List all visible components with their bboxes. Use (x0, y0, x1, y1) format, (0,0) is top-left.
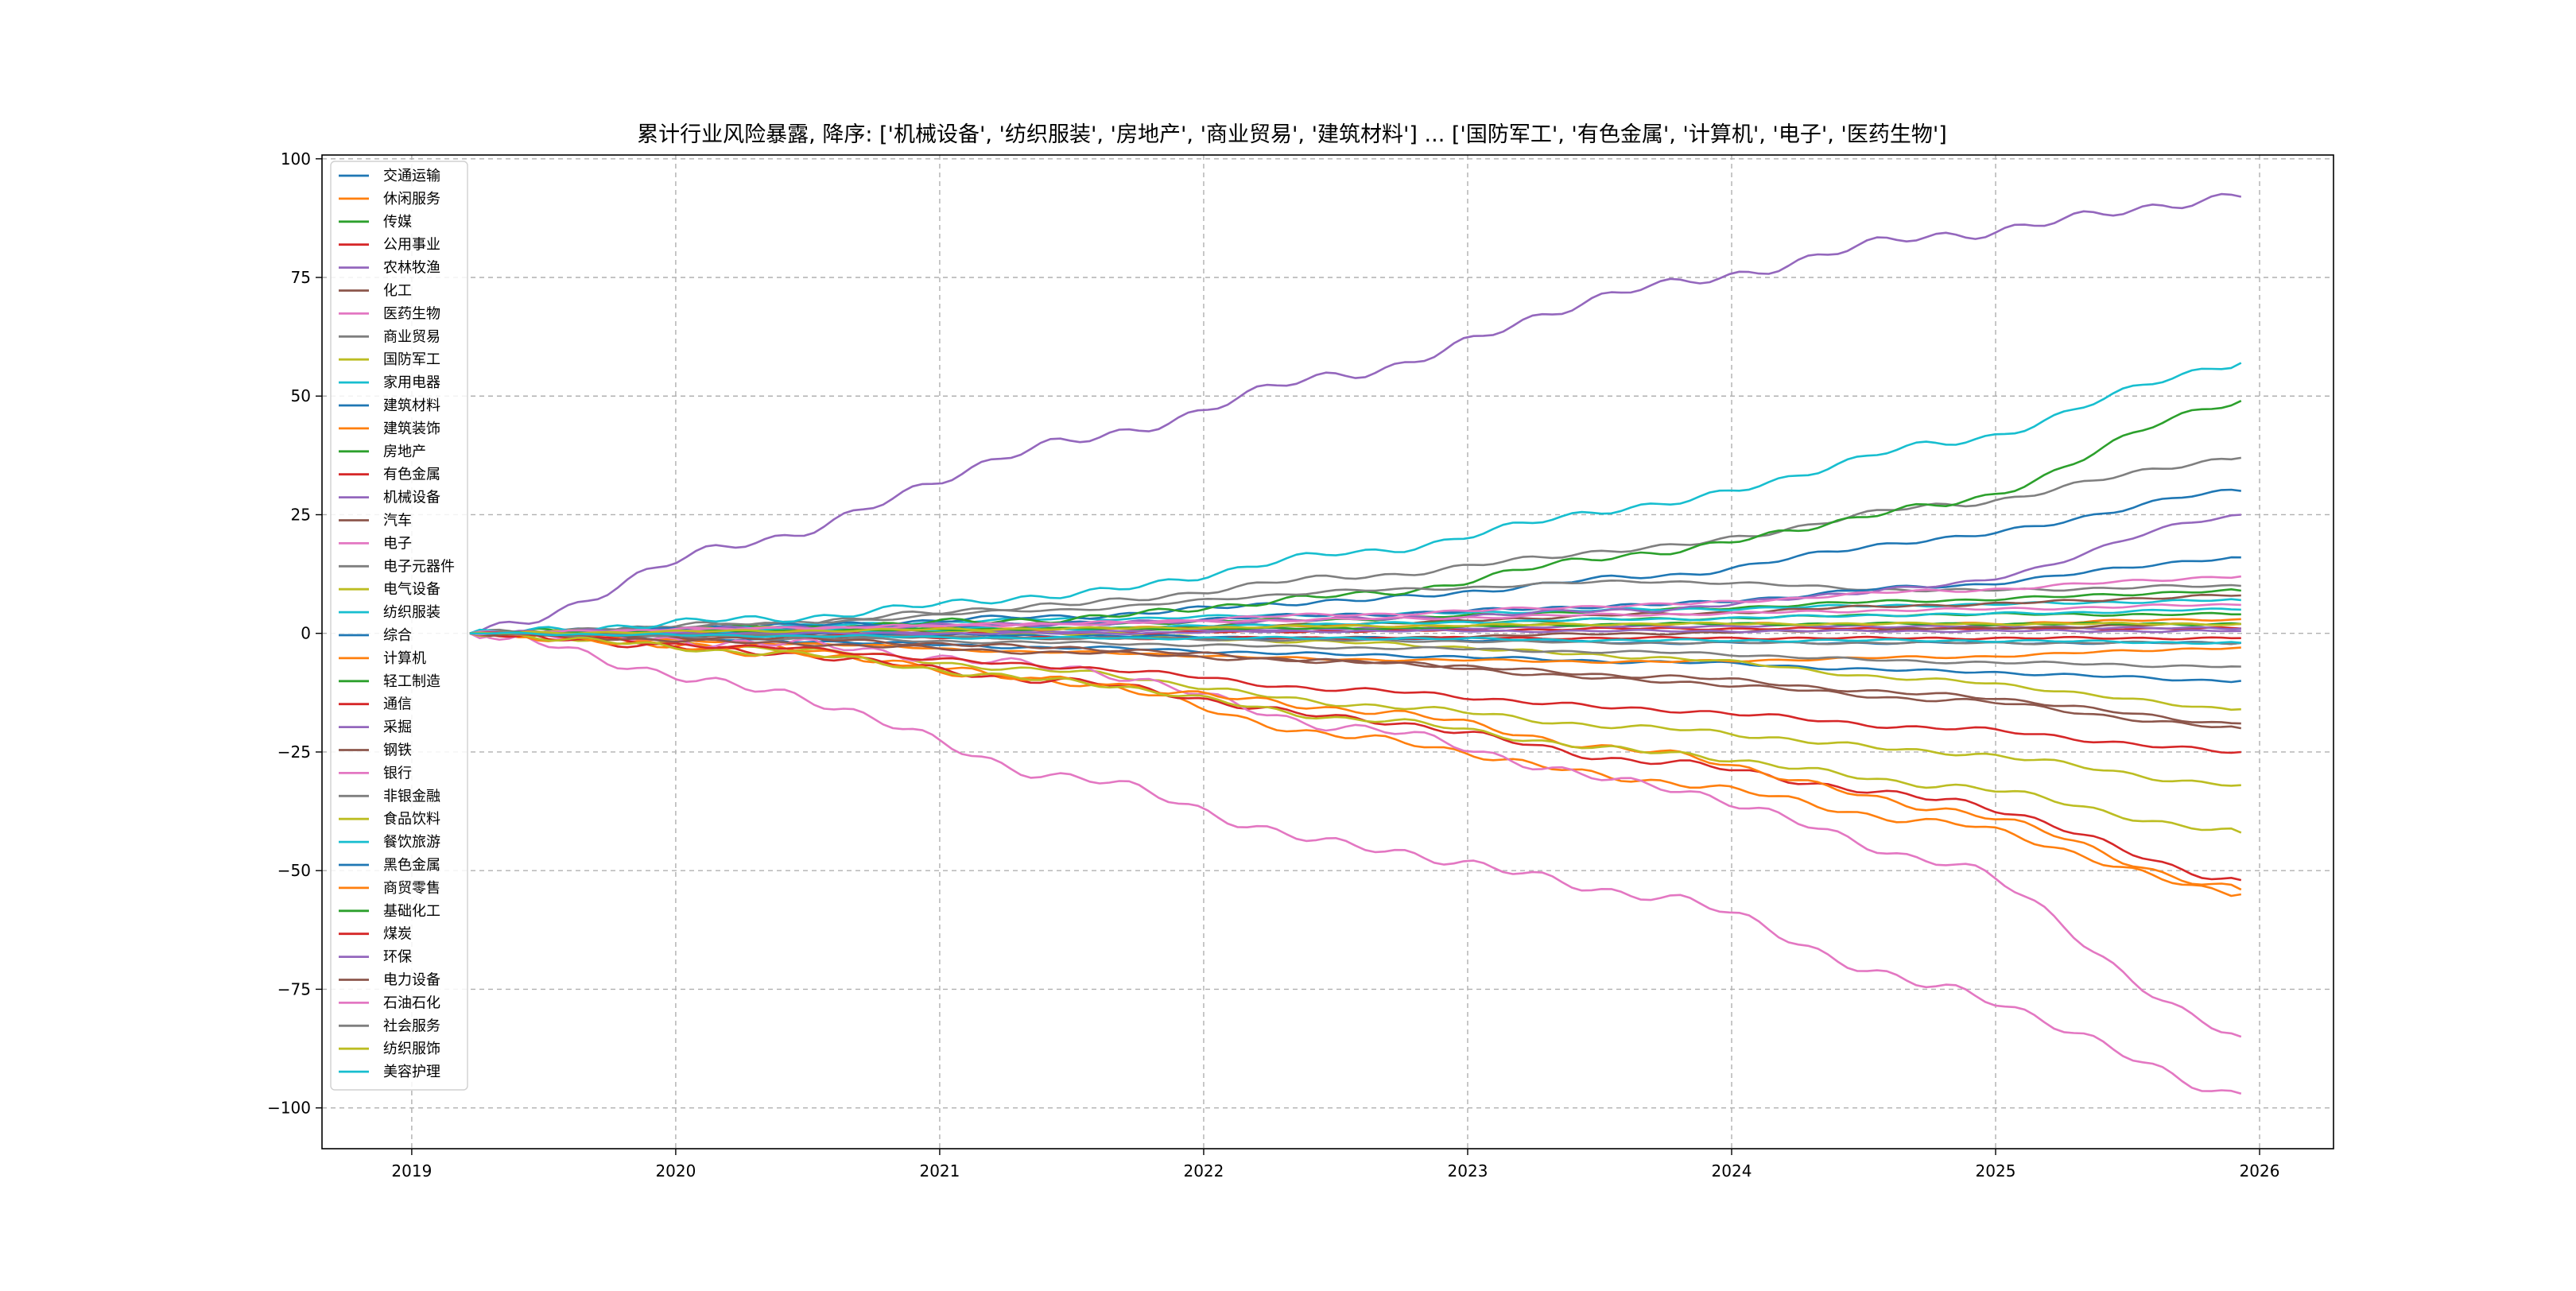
x-tick-label: 2020 (655, 1161, 696, 1181)
legend-label: 医药生物 (383, 305, 440, 322)
y-tick-label: 50 (291, 386, 311, 405)
series-line-6 (469, 630, 2242, 1095)
legend-label: 煤炭 (383, 926, 412, 943)
series-line-23 (469, 632, 2241, 754)
x-tick-label: 2021 (919, 1161, 960, 1181)
legend-label: 交通运输 (383, 168, 440, 184)
legend-label: 商贸零售 (383, 880, 440, 897)
legend-label: 有色金属 (383, 467, 440, 483)
series-line-14 (469, 192, 2242, 634)
legend-label: 休闲服务 (383, 191, 440, 207)
axis-layer: 2019 2020 2021 2022 2023 2024 2025 2026 100 75 50 2… (267, 149, 2279, 1181)
x-tick-label: 2025 (1976, 1161, 2016, 1181)
legend-box (330, 161, 468, 1091)
legend-label: 非银金融 (383, 788, 440, 804)
series-line-8 (469, 630, 2241, 787)
y-tick-label: 75 (291, 268, 311, 287)
legend-label: 社会服务 (383, 1018, 440, 1034)
legend-label: 电子 (383, 535, 412, 552)
series-line-38 (469, 621, 2241, 635)
legend-label: 钢铁 (383, 742, 412, 759)
y-tick-label: −100 (267, 1099, 311, 1118)
legend-label: 化工 (383, 283, 412, 300)
y-tick-label: 25 (291, 505, 311, 524)
x-tick-label: 2024 (1712, 1161, 1752, 1181)
legend-label: 计算机 (383, 650, 426, 667)
series-line-28 (469, 632, 2242, 834)
chart-title: 累计行业风险暴露, 降序: ['机械设备', '纺织服装', '房地产', '商… (637, 122, 1947, 147)
series-line-36 (469, 603, 2241, 636)
series-line-35 (469, 631, 2242, 730)
legend-label: 通信 (383, 696, 412, 713)
plot-frame (321, 154, 2334, 1149)
legend-label: 石油石化 (383, 994, 440, 1011)
grid-layer (322, 155, 2334, 1149)
legend-label: 食品饮料 (383, 811, 440, 828)
legend-label: 综合 (383, 627, 412, 644)
legend-label: 美容护理 (383, 1064, 440, 1080)
legend-label: 传媒 (383, 214, 412, 231)
series-line-10 (469, 488, 2241, 637)
legend-label: 轻工制造 (383, 673, 440, 690)
series-layer (469, 192, 2242, 1095)
x-tick-label: 2019 (391, 1161, 432, 1181)
y-tick-label: −75 (277, 979, 311, 998)
x-tick-label: 2022 (1183, 1161, 1224, 1181)
series-line-39 (469, 631, 2241, 646)
series-line-19 (469, 362, 2242, 634)
legend-label: 餐饮旅游 (383, 834, 440, 851)
legend-label: 银行 (383, 765, 412, 781)
legend-label: 商业贸易 (383, 328, 440, 345)
y-tick-label: 0 (301, 624, 311, 643)
series-line-17 (469, 579, 2241, 637)
series-line-11 (469, 631, 2242, 897)
legend-label: 纺织服饰 (383, 1041, 440, 1057)
series-line-25 (469, 630, 2241, 725)
series-line-7 (469, 456, 2241, 635)
legend: 交通运输休闲服务传媒公用事业农林牧渔化工医药生物商业贸易国防军工家用电器建筑材料… (330, 161, 468, 1091)
legend-label: 基础化工 (383, 903, 440, 920)
y-tick-label: −50 (277, 861, 311, 880)
legend-label: 电子元器件 (383, 558, 455, 575)
legend-label: 国防军工 (383, 351, 440, 368)
legend-label: 环保 (383, 949, 412, 966)
x-tick-label: 2023 (1448, 1161, 1488, 1181)
legend-label: 黑色金属 (383, 857, 440, 874)
legend-label: 农林牧渔 (383, 260, 440, 277)
legend-label: 家用电器 (383, 374, 440, 391)
legend-label: 电力设备 (383, 972, 440, 989)
y-tick-label: 100 (281, 149, 311, 169)
legend-label: 采掘 (383, 719, 412, 736)
legend-label: 纺织服装 (383, 604, 440, 621)
legend-label: 汽车 (383, 513, 412, 529)
legend-label: 公用事业 (383, 237, 440, 254)
y-tick-label: −25 (277, 742, 311, 762)
series-line-37 (469, 631, 2241, 646)
legend-label: 建筑材料 (383, 397, 440, 414)
series-line-16 (469, 630, 2242, 1038)
x-tick-label: 2026 (2240, 1161, 2280, 1181)
legend-label: 机械设备 (383, 490, 440, 506)
legend-label: 房地产 (383, 444, 426, 460)
legend-label: 建筑装饰 (383, 421, 440, 437)
legend-label: 电气设备 (383, 581, 440, 598)
